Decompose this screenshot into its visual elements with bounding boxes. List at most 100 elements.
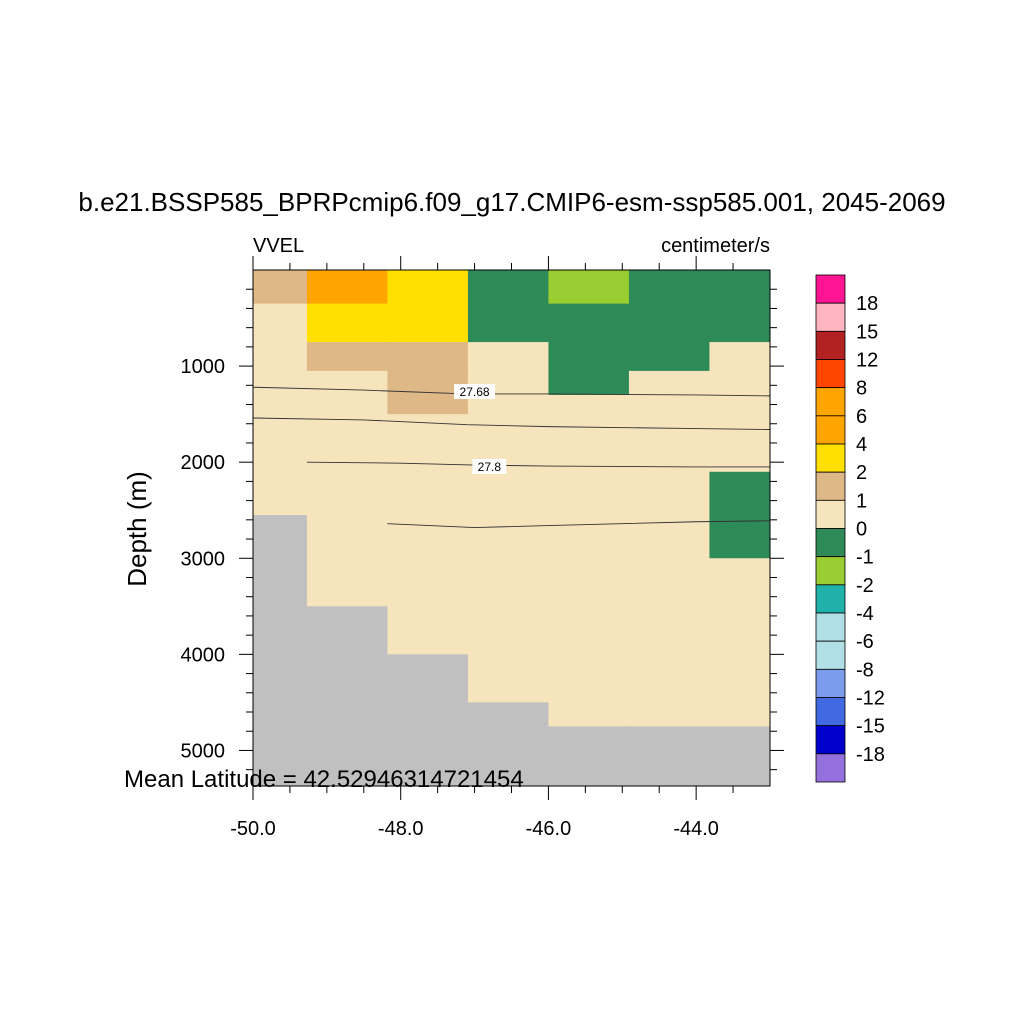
- legend-swatch-11: [815, 584, 846, 614]
- cell-12-4: [548, 726, 630, 787]
- cell-12-2: [387, 726, 469, 787]
- cell-2-6: [709, 342, 771, 372]
- cell-4-4: [548, 394, 630, 415]
- y-tick-label: 4000: [181, 644, 226, 666]
- cell-7-0: [253, 515, 308, 559]
- cell-11-1: [306, 702, 388, 727]
- legend-swatch-1: [815, 302, 846, 332]
- cell-5-1: [306, 414, 388, 473]
- cell-1-6: [709, 303, 771, 343]
- contour-label-2: 27.8: [478, 460, 502, 474]
- cell-6-3: [467, 471, 549, 516]
- cell-10-3: [467, 654, 549, 703]
- legend-swatch-5: [815, 415, 846, 445]
- x-tick-label: -48.0: [378, 818, 424, 840]
- contour-label-0: 27.68: [460, 385, 490, 399]
- y-tick-label: 2000: [181, 452, 226, 474]
- legend-label-16: -18: [856, 744, 885, 766]
- cell-9-6: [709, 606, 771, 655]
- legend-swatch-16: [815, 725, 846, 755]
- legend-label-8: 0: [856, 519, 867, 541]
- contour-line-1: [252, 417, 771, 430]
- mean-latitude-annotation: Mean Latitude = 42.52946314721454: [124, 766, 524, 793]
- legend-swatch-13: [815, 640, 846, 670]
- legend-label-3: 8: [856, 378, 867, 400]
- x-tick-label: -44.0: [673, 818, 719, 840]
- cell-1-4: [548, 303, 630, 343]
- cell-6-6: [709, 471, 771, 516]
- cell-11-4: [548, 702, 630, 727]
- legend-label-2: 12: [856, 350, 878, 372]
- cell-6-2: [387, 471, 469, 516]
- cell-11-6: [709, 702, 771, 727]
- cell-10-2: [387, 654, 469, 703]
- cell-12-3: [467, 726, 549, 787]
- cell-11-3: [467, 702, 549, 727]
- legend-label-6: 2: [856, 462, 867, 484]
- y-axis-label: Depth (m): [122, 471, 152, 587]
- y-tick-label: 5000: [181, 740, 226, 762]
- legend-label-12: -6: [856, 631, 874, 653]
- cell-2-2: [387, 342, 469, 372]
- legend-swatch-0: [815, 274, 846, 304]
- cell-12-1: [306, 726, 388, 787]
- cell-7-6: [709, 515, 771, 559]
- cell-2-0: [253, 342, 308, 372]
- contour-line-2: [306, 461, 770, 468]
- cell-5-4: [548, 414, 630, 473]
- variable-label: VVEL: [253, 235, 304, 257]
- cell-8-4: [548, 558, 630, 607]
- cell-8-3: [467, 558, 549, 607]
- cell-12-6: [709, 726, 771, 787]
- cell-9-4: [548, 606, 630, 655]
- cell-11-5: [628, 702, 710, 727]
- cell-0-6: [709, 270, 771, 305]
- cell-2-3: [467, 342, 549, 372]
- legend-label-14: -12: [856, 688, 885, 710]
- legend-swatch-6: [815, 443, 846, 473]
- cell-11-2: [387, 702, 469, 727]
- cell-0-1: [306, 270, 388, 305]
- cell-10-5: [628, 654, 710, 703]
- legend-label-0: 18: [856, 293, 878, 315]
- cell-7-4: [548, 515, 630, 559]
- cell-9-5: [628, 606, 710, 655]
- contour-line-3: [387, 520, 771, 528]
- cell-10-6: [709, 654, 771, 703]
- legend-swatch-8: [815, 499, 846, 529]
- cell-8-5: [628, 558, 710, 607]
- cell-4-3: [467, 394, 549, 415]
- cell-11-0: [253, 702, 308, 727]
- units-label: centimeter/s: [661, 235, 770, 257]
- legend-swatch-17: [815, 753, 846, 783]
- legend-label-9: -1: [856, 547, 874, 569]
- cell-4-1: [306, 394, 388, 415]
- x-tick-label: -50.0: [230, 818, 276, 840]
- legend-label-4: 6: [856, 406, 867, 428]
- cell-1-5: [628, 303, 710, 343]
- legend-swatch-12: [815, 612, 846, 642]
- legend-label-15: -15: [856, 716, 885, 738]
- legend-label-11: -4: [856, 603, 874, 625]
- cell-7-1: [306, 515, 388, 559]
- cell-3-6: [709, 370, 771, 396]
- x-tick-label: -46.0: [526, 818, 572, 840]
- legend-swatch-7: [815, 471, 846, 501]
- y-tick-label: 1000: [181, 356, 226, 378]
- legend-swatch-15: [815, 697, 846, 727]
- legend-swatch-10: [815, 556, 846, 586]
- cell-5-6: [709, 414, 771, 473]
- cell-1-2: [387, 303, 469, 343]
- cell-8-0: [253, 558, 308, 607]
- y-tick-label: 3000: [181, 548, 226, 570]
- cell-2-4: [548, 342, 630, 372]
- cell-10-0: [253, 654, 308, 703]
- cell-2-1: [306, 342, 388, 372]
- cell-4-5: [628, 394, 710, 415]
- cell-5-5: [628, 414, 710, 473]
- cell-6-0: [253, 471, 308, 516]
- contour-label-bg-0: [454, 384, 496, 400]
- cell-5-0: [253, 414, 308, 473]
- cell-8-6: [709, 558, 771, 607]
